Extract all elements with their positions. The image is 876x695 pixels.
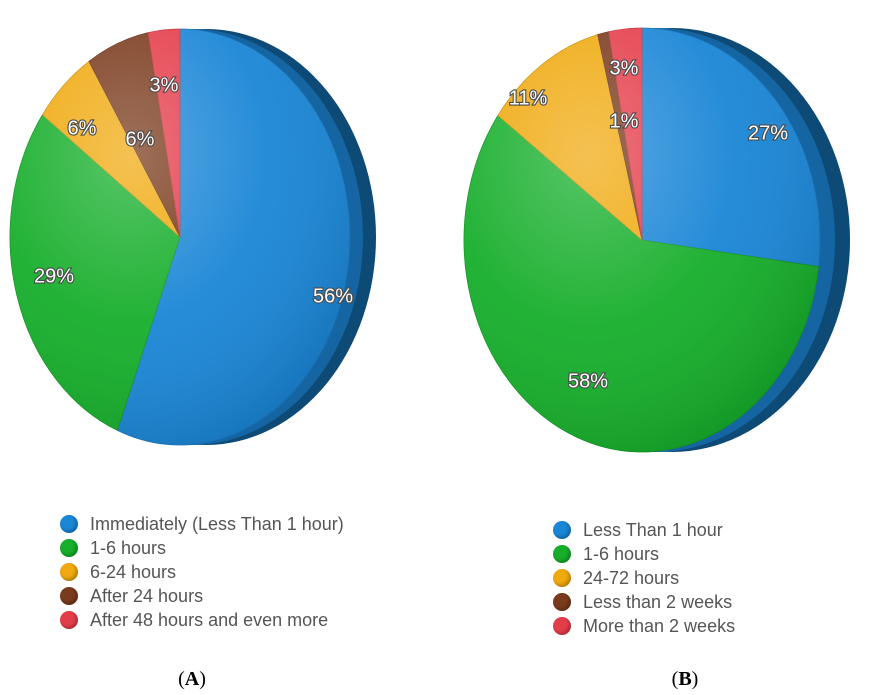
caption-open-b: ( xyxy=(671,668,679,690)
legend-item-a-3: After 24 hours xyxy=(60,584,344,608)
legend-b: Less Than 1 hour 1-6 hours 24-72 hours Less… xyxy=(553,518,735,638)
slice-value-label-b-0: 27% xyxy=(748,122,788,144)
legend-item-a-2: 6-24 hours xyxy=(60,560,344,584)
pie-slice-b-0 xyxy=(641,27,821,268)
caption-open-a: ( xyxy=(178,668,185,690)
slice-value-label-a-2: 6% xyxy=(68,117,97,139)
legend-label-a-3: After 24 hours xyxy=(90,585,204,606)
legend-item-a-4: After 48 hours and even more xyxy=(60,608,344,632)
slice-value-label-b-2: 11% xyxy=(509,87,548,109)
legend-swatch-b-2 xyxy=(553,569,571,587)
slice-value-label-a-1: 29% xyxy=(34,265,74,287)
panel-caption-b: (B) xyxy=(672,668,699,691)
caption-close-b: ) xyxy=(691,668,699,690)
legend-label-a-2: 6-24 hours xyxy=(90,561,177,582)
caption-letter-a: A xyxy=(184,668,200,690)
slice-value-label-a-4: 3% xyxy=(150,74,179,96)
legend-swatch-b-3 xyxy=(553,593,571,611)
legend-item-b-3: Less than 2 weeks xyxy=(553,590,735,614)
caption-close-a: ) xyxy=(199,668,206,690)
legend-item-a-0: Immediately (Less Than 1 hour) xyxy=(60,512,344,536)
slice-value-label-a-0: 56% xyxy=(313,285,353,307)
legend-swatch-a-3 xyxy=(60,587,78,605)
legend-swatch-a-4 xyxy=(60,611,78,629)
legend-swatch-a-2 xyxy=(60,563,78,581)
caption-letter-b: B xyxy=(678,668,692,690)
legend-label-b-1: 1-6 hours xyxy=(583,543,660,564)
legend-swatch-a-0 xyxy=(60,515,78,533)
legend-label-b-2: 24-72 hours xyxy=(583,567,680,588)
legend-swatch-a-1 xyxy=(60,539,78,557)
slice-value-label-b-1: 58% xyxy=(568,370,608,392)
slice-value-label-a-3: 6% xyxy=(126,128,155,150)
slice-value-label-b-4: 3% xyxy=(610,57,639,79)
legend-swatch-b-4 xyxy=(553,617,571,635)
legend-label-a-0: Immediately (Less Than 1 hour) xyxy=(90,513,344,534)
legend-label-b-4: More than 2 weeks xyxy=(583,615,736,636)
slice-value-label-b-3: 1% xyxy=(610,110,639,132)
legend-swatch-b-1 xyxy=(553,545,571,563)
legend-item-b-0: Less Than 1 hour xyxy=(553,518,735,542)
legend-label-b-3: Less than 2 weeks xyxy=(583,591,733,612)
pie-chart-b: 27% 58% 11% 1% 3% xyxy=(463,27,850,453)
legend-item-b-1: 1-6 hours xyxy=(553,542,735,566)
legend-item-b-2: 24-72 hours xyxy=(553,566,735,590)
legend-a: Immediately (Less Than 1 hour) 1-6 hours 6… xyxy=(60,512,344,632)
panel-caption-a: (A) xyxy=(178,668,206,691)
legend-item-a-1: 1-6 hours xyxy=(60,536,344,560)
pie-chart-a: 56% 29% 6% 6% 3% xyxy=(9,28,376,446)
legend-item-b-4: More than 2 weeks xyxy=(553,614,735,638)
legend-label-a-1: 1-6 hours xyxy=(90,537,167,558)
legend-swatch-b-0 xyxy=(553,521,571,539)
legend-label-a-4: After 48 hours and even more xyxy=(90,609,329,630)
legend-label-b-0: Less Than 1 hour xyxy=(583,519,723,540)
